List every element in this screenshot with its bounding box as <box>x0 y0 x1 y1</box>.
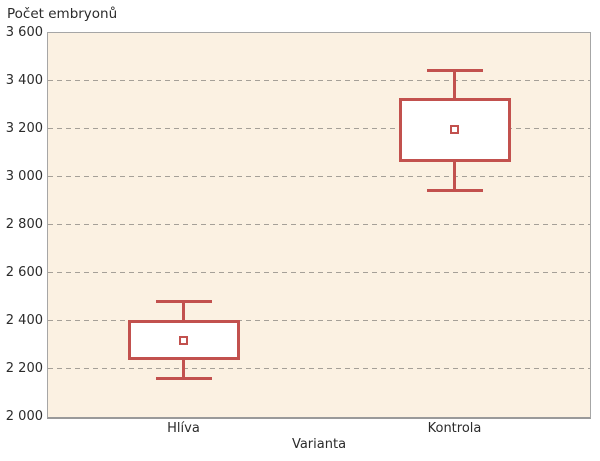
boxplot-hliva-lower-whisker-cap <box>155 377 212 381</box>
chart-title: Počet embryonů <box>7 6 118 22</box>
gridline-3000 <box>48 176 590 177</box>
y-tick-label-3400: 3 400 <box>5 73 43 88</box>
boxplot-hliva-upper-whisker-cap <box>155 300 212 304</box>
plot-area <box>47 32 591 419</box>
boxplot-hliva-lower-whisker-stem <box>182 358 185 379</box>
boxplot-kontrola-mean-marker <box>450 124 459 134</box>
boxplot-hliva-upper-whisker-stem <box>182 301 185 321</box>
y-tick-label-3200: 3 200 <box>5 121 43 136</box>
gridline-2400 <box>48 320 590 321</box>
y-tick-label-2800: 2 800 <box>5 217 43 232</box>
gridline-2200 <box>48 368 590 369</box>
x-category-label-hliva: Hlíva <box>167 421 200 436</box>
y-tick-label-2200: 2 200 <box>5 361 43 376</box>
gridline-3400 <box>48 80 590 81</box>
boxplot-kontrola-lower-whisker-stem <box>453 160 456 191</box>
x-category-label-kontrola: Kontrola <box>427 421 482 436</box>
gridline-2800 <box>48 224 590 225</box>
x-axis-title: Varianta <box>291 437 347 452</box>
boxplot-kontrola-upper-whisker-cap <box>426 68 483 72</box>
boxplot-hliva-mean-marker <box>179 335 188 345</box>
y-tick-label-2400: 2 400 <box>5 313 43 328</box>
y-tick-label-3600: 3 600 <box>5 25 43 40</box>
boxplot-kontrola-upper-whisker-stem <box>453 70 456 99</box>
y-tick-label-2600: 2 600 <box>5 265 43 280</box>
boxplot-kontrola-lower-whisker-cap <box>426 188 483 192</box>
gridline-2600 <box>48 272 590 273</box>
y-tick-label-3000: 3 000 <box>5 169 43 184</box>
gridline-3200 <box>48 128 590 129</box>
y-tick-label-2000: 2 000 <box>5 409 43 424</box>
